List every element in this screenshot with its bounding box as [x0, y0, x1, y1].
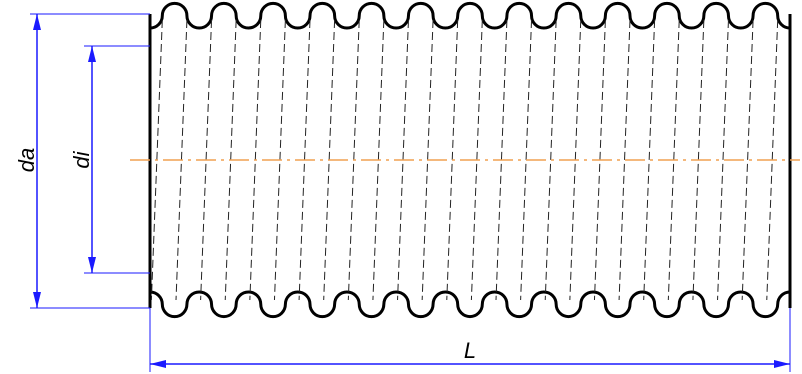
arrow-head — [150, 360, 166, 368]
length-label: L — [464, 338, 476, 363]
hidden-corrugation-line — [717, 19, 729, 301]
outer-diameter-dimension — [30, 13, 150, 309]
hidden-corrugation-line — [372, 19, 385, 301]
hidden-corrugation-line — [643, 19, 656, 301]
hidden-corrugation-line — [569, 19, 582, 301]
hidden-corrugation-line — [667, 19, 680, 301]
length-dimension — [149, 308, 791, 372]
hose-bottom-outline — [149, 290, 791, 319]
hidden-corrugation-line — [495, 19, 508, 301]
hidden-corrugation-line — [175, 19, 188, 301]
hidden-corrugation-line — [273, 19, 286, 301]
hidden-corrugation-line — [298, 19, 311, 301]
arrow-head — [33, 292, 41, 308]
hidden-corrugation-line — [520, 19, 533, 301]
hidden-corrugation-line — [470, 19, 483, 301]
hose-top-outline — [149, 1, 791, 30]
arrow-head — [33, 14, 41, 30]
hidden-corrugation-line — [323, 19, 336, 301]
hidden-corrugation-line — [347, 19, 360, 301]
hidden-corrugation-lines — [150, 19, 779, 301]
hidden-corrugation-line — [766, 19, 779, 301]
outer-diameter-label: da — [14, 148, 39, 172]
hidden-corrugation-line — [224, 19, 237, 301]
hidden-corrugation-line — [692, 19, 705, 301]
hidden-corrugation-line — [544, 19, 557, 301]
hidden-corrugation-line — [446, 19, 459, 301]
arrow-head — [774, 360, 790, 368]
hidden-corrugation-line — [249, 19, 262, 301]
hose-body — [148, 1, 792, 319]
inner-diameter-label: di — [69, 150, 94, 168]
hidden-corrugation-line — [150, 19, 163, 301]
hidden-corrugation-line — [397, 19, 409, 301]
hidden-corrugation-line — [200, 19, 213, 301]
arrow-head — [88, 257, 96, 273]
arrow-head — [88, 46, 96, 62]
hidden-corrugation-line — [741, 19, 754, 301]
hidden-corrugation-line — [618, 19, 631, 301]
hidden-corrugation-line — [421, 19, 434, 301]
inner-diameter-dimension — [84, 45, 150, 274]
hidden-corrugation-line — [593, 19, 606, 301]
